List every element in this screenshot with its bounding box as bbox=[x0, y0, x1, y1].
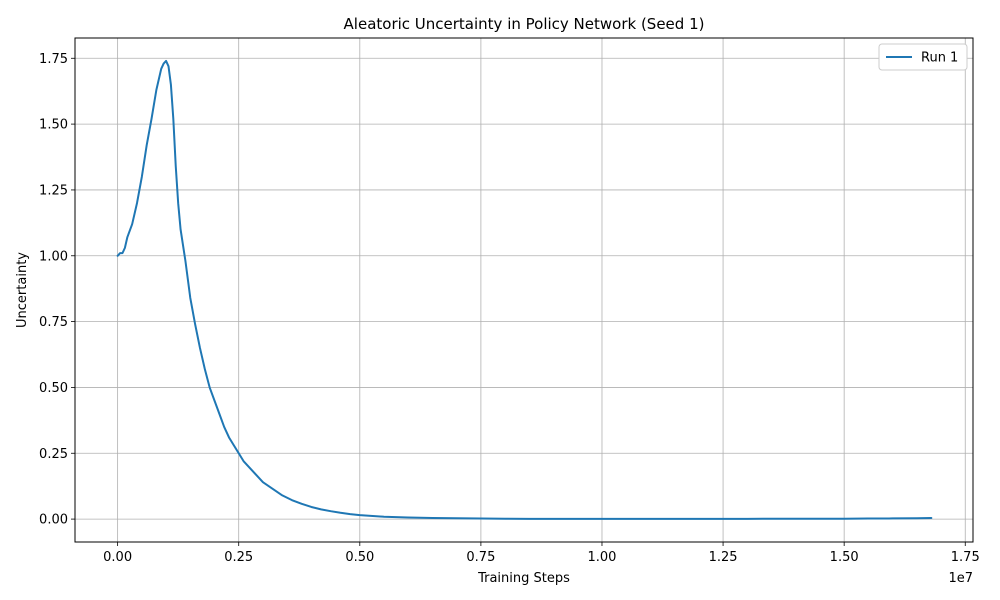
legend: Run 1 bbox=[878, 43, 968, 71]
x-tick-label: 1.00 bbox=[588, 550, 617, 565]
y-tick-label: 0.75 bbox=[39, 315, 68, 330]
legend-label-run-1: Run 1 bbox=[921, 51, 958, 66]
y-tick-label: 1.00 bbox=[39, 249, 68, 264]
y-tick-label: 0.25 bbox=[39, 447, 68, 462]
y-axis-ticks: 0.00 0.25 0.50 0.75 1.00 1.25 1.50 1.75 bbox=[39, 52, 75, 528]
x-tick-label: 0.25 bbox=[224, 550, 253, 565]
x-tick-label: 1.75 bbox=[951, 550, 980, 565]
y-tick-label: 1.50 bbox=[39, 118, 68, 133]
series-layer bbox=[116, 59, 933, 520]
legend-box bbox=[878, 43, 968, 71]
x-axis-offset-text: 1e7 bbox=[948, 571, 973, 586]
x-tick-label: 1.25 bbox=[709, 550, 738, 565]
x-tick-label: 0.50 bbox=[345, 550, 374, 565]
plot-frame bbox=[74, 37, 974, 543]
x-tick-label: 1.50 bbox=[830, 550, 859, 565]
series-line-run-1 bbox=[116, 59, 933, 520]
grid bbox=[75, 38, 973, 542]
y-tick-label: 1.75 bbox=[39, 52, 68, 67]
y-tick-label: 0.00 bbox=[39, 513, 68, 528]
y-axis-label: Uncertainty bbox=[15, 252, 30, 328]
x-tick-label: 0.75 bbox=[466, 550, 495, 565]
x-tick-label: 0.00 bbox=[103, 550, 132, 565]
x-axis-ticks: 0.00 0.25 0.50 0.75 1.00 1.25 1.50 1.75 bbox=[103, 542, 980, 565]
y-tick-label: 0.50 bbox=[39, 381, 68, 396]
chart-title: Aleatoric Uncertainty in Policy Network … bbox=[344, 15, 705, 33]
y-tick-label: 1.25 bbox=[39, 183, 68, 198]
x-axis-label: Training Steps bbox=[477, 571, 570, 586]
